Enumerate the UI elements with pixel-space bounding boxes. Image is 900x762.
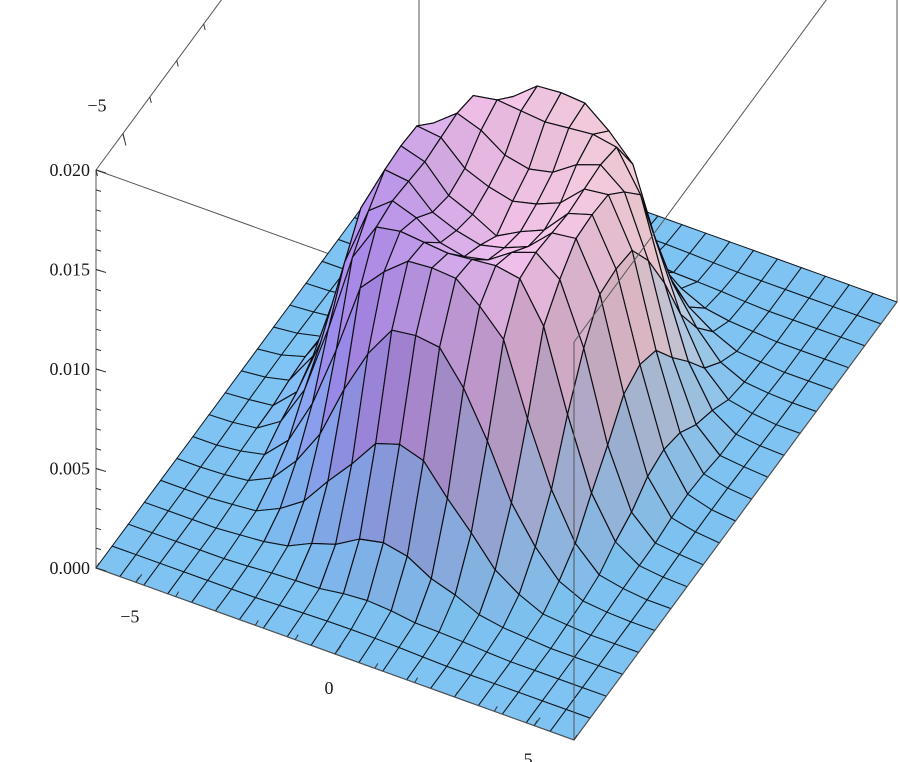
z-minor-tick [95, 189, 102, 192]
z-minor-tick [95, 308, 102, 312]
x-tick-label: 5 [524, 750, 533, 762]
x-minor-tick [175, 591, 180, 597]
x-minor-tick [454, 691, 458, 698]
z-minor-tick [95, 169, 102, 172]
y-minor-tick [122, 133, 125, 140]
z-tick-label: 0.010 [50, 359, 91, 379]
y-tick-label: −5 [87, 96, 106, 116]
y-minor-tick [95, 169, 98, 177]
z-minor-tick [95, 448, 102, 451]
x-tick-label: 0 [325, 678, 334, 698]
x-minor-tick [334, 648, 339, 655]
z-minor-tick [95, 468, 102, 471]
x-minor-tick [493, 706, 498, 712]
surface-patch [503, 278, 545, 420]
x-minor-tick [294, 634, 299, 640]
x-minor-tick [533, 720, 538, 726]
z-minor-tick [95, 487, 102, 491]
y-minor-tick [176, 60, 179, 67]
z-minor-tick [95, 269, 102, 272]
x-minor-tick [254, 620, 259, 626]
x-minor-tick [573, 734, 578, 741]
y-minor-tick [149, 96, 152, 104]
x-minor-tick [414, 677, 419, 683]
z-minor-tick [95, 288, 102, 292]
x-minor-tick [95, 562, 100, 569]
z-minor-tick [95, 507, 102, 511]
x-minor-tick [374, 663, 379, 669]
y-minor-tick [203, 23, 206, 31]
box-edge [573, 301, 898, 741]
z-tick-label: 0.020 [50, 160, 91, 180]
z-minor-tick [95, 368, 102, 371]
z-minor-tick [95, 547, 102, 551]
box-edge [95, 0, 222, 171]
z-minor-tick [95, 567, 102, 570]
surface-mesh [95, 85, 898, 741]
z-minor-tick [95, 348, 102, 352]
x-tick-label: −5 [120, 606, 139, 626]
z-minor-tick [95, 408, 102, 411]
z-tick-label: 0.015 [50, 260, 91, 280]
z-minor-tick [95, 209, 102, 212]
z-minor-tick [95, 527, 102, 531]
z-minor-tick [95, 388, 102, 391]
z-minor-tick [95, 328, 102, 332]
x-minor-tick [215, 605, 219, 612]
z-minor-tick [95, 249, 102, 252]
z-minor-tick [95, 428, 102, 431]
box-edge [573, 0, 827, 343]
z-tick-label: 0.000 [50, 558, 91, 578]
x-minor-tick [135, 577, 140, 583]
z-tick-label: 0.005 [50, 459, 91, 479]
z-minor-tick [95, 229, 102, 232]
